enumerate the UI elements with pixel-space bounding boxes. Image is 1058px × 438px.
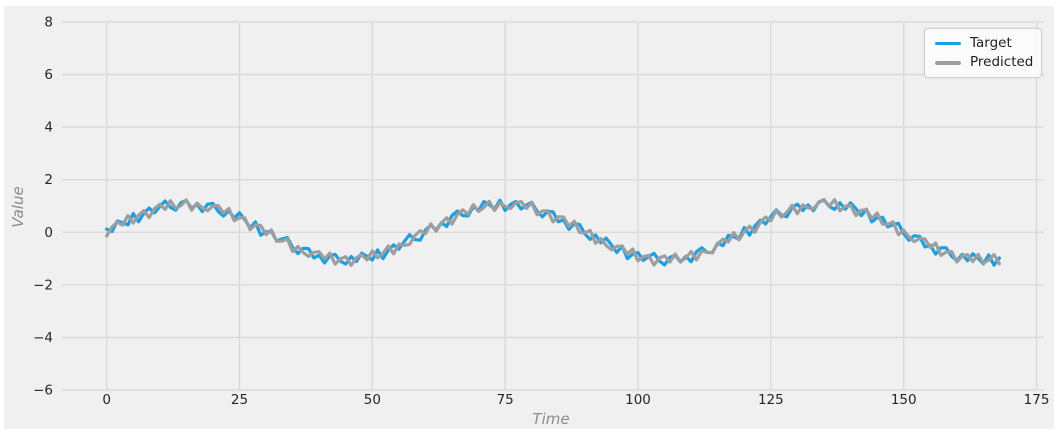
y-axis-label: Value xyxy=(9,186,27,228)
legend-item-predicted: Predicted xyxy=(935,54,1041,70)
x-tick-label: 50 xyxy=(364,392,381,408)
predicted-line xyxy=(104,198,1002,267)
legend: Target Predicted xyxy=(924,28,1042,78)
target-line xyxy=(104,198,1002,267)
x-tick-label: 100 xyxy=(625,392,651,408)
legend-label-predicted: Predicted xyxy=(970,54,1034,70)
x-tick-label: 0 xyxy=(102,392,111,408)
y-tick-label: 6 xyxy=(44,67,53,83)
x-tick-label: 150 xyxy=(891,392,917,408)
y-tick-label: 0 xyxy=(44,225,53,241)
y-tick-label: 4 xyxy=(44,120,53,136)
x-tick-label: 175 xyxy=(1024,392,1050,408)
x-tick-label: 25 xyxy=(231,392,248,408)
x-tick-label: 75 xyxy=(497,392,514,408)
legend-item-target: Target xyxy=(935,34,1041,51)
x-tick-label: 125 xyxy=(758,392,784,408)
y-tick-label: −2 xyxy=(33,277,53,293)
y-tick-label: 2 xyxy=(44,172,53,188)
y-tick-label: 8 xyxy=(44,15,53,31)
y-tick-label: −6 xyxy=(33,383,53,399)
legend-label-target: Target xyxy=(970,34,1012,51)
predicted-line-swatch xyxy=(935,61,961,65)
x-axis-label: Time xyxy=(532,410,570,428)
target-line-swatch xyxy=(935,41,961,45)
y-tick-label: −4 xyxy=(33,330,53,346)
